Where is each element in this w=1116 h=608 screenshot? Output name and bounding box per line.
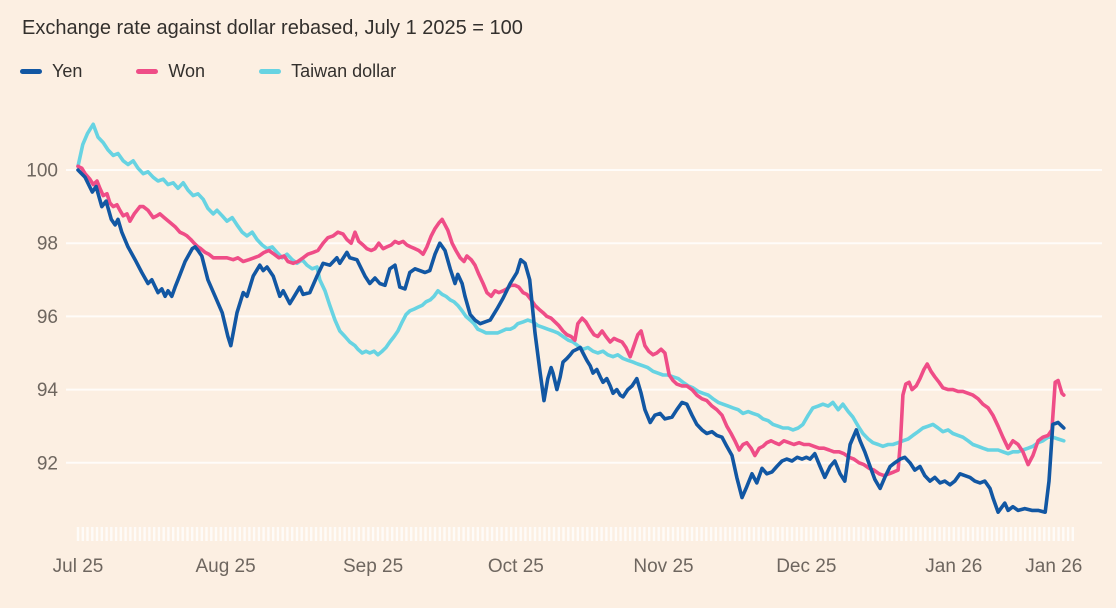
y-axis-tick-label: 100 xyxy=(26,161,58,182)
taiwan-dollar-line-swatch xyxy=(259,69,282,74)
taiwan-dollar-line xyxy=(76,122,1066,456)
won-line xyxy=(76,164,1066,478)
x-axis-month-label: Jul 25 xyxy=(53,556,104,577)
y-axis-tick-label: 98 xyxy=(37,234,58,255)
x-axis-month-label: Jan 26 xyxy=(925,556,982,577)
legend-label-won: Won xyxy=(168,61,206,81)
x-axis-month-label: Dec 25 xyxy=(776,556,836,577)
won-line-swatch xyxy=(136,69,159,74)
legend-label-taiwan-dollar: Taiwan dollar xyxy=(291,61,397,81)
x-axis-month-label: Sep 25 xyxy=(343,556,403,577)
chart-title: Exchange rate against dollar rebased, Ju… xyxy=(22,17,523,39)
x-axis-month-label: Nov 25 xyxy=(633,556,693,577)
x-axis-month-label: Aug 25 xyxy=(195,556,255,577)
y-axis-tick-label: 92 xyxy=(37,453,58,474)
yen-line xyxy=(76,168,1066,514)
yen-line-swatch xyxy=(20,69,42,74)
legend-item-won: Won xyxy=(136,61,205,82)
legend-label-yen: Yen xyxy=(52,61,83,81)
y-axis-tick-label: 96 xyxy=(37,307,58,328)
x-axis-month-label: Oct 25 xyxy=(488,556,544,577)
y-axis-tick-label: 94 xyxy=(37,380,59,401)
x-axis-month-label: Jan 26 xyxy=(1025,556,1082,577)
legend-item-taiwan-dollar: Taiwan dollar xyxy=(259,61,396,82)
legend: Yen Won Taiwan dollar xyxy=(20,61,396,82)
legend-item-yen: Yen xyxy=(20,61,82,82)
